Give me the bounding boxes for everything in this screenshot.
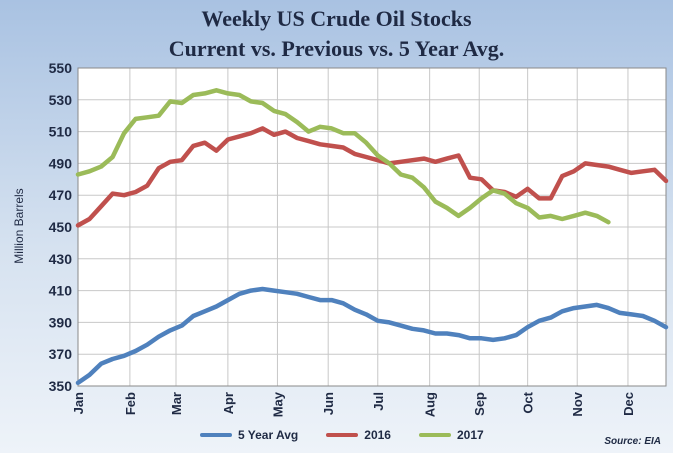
y-tick-label: 350 <box>49 378 73 394</box>
legend-item-2016: 2016 <box>326 428 391 442</box>
chart-title: Weekly US Crude Oil Stocks <box>201 6 472 31</box>
y-tick-label: 410 <box>49 283 73 299</box>
y-tick-label: 530 <box>49 92 73 108</box>
y-axis-label: Million Barrels <box>12 188 26 264</box>
y-tick-label: 490 <box>49 155 73 171</box>
x-tick-label: Oct <box>521 391 536 413</box>
series-layer <box>75 88 669 386</box>
series-line-five_year_avg <box>75 286 669 386</box>
x-tick-label: Jun <box>321 392 336 415</box>
x-tick-label: Dec <box>621 392 636 416</box>
x-tick-label: Nov <box>570 391 585 416</box>
y-tick-label: 550 <box>49 60 73 76</box>
legend-swatch-5yr <box>200 433 232 437</box>
x-tick-label: Aug <box>423 392 438 417</box>
x-tick-label: Jul <box>371 392 386 411</box>
legend-label-2016: 2016 <box>364 428 391 442</box>
y-tick-label: 390 <box>49 314 73 330</box>
legend-item-2017: 2017 <box>418 428 484 442</box>
x-tick-label: May <box>270 391 285 417</box>
axes: 350 370 390 410 430 450 470 490 510 530 550 Jan Feb M… <box>49 60 667 417</box>
y-tick-label: 510 <box>49 124 73 140</box>
legend-label-5yr: 5 Year Avg <box>238 428 299 442</box>
series-line-y2017 <box>75 88 611 225</box>
x-tick-label: Sep <box>472 392 487 416</box>
x-tick-label: Apr <box>221 392 236 414</box>
x-tick-label: Jan <box>71 392 86 414</box>
x-tick-label: Feb <box>123 392 138 415</box>
source-note: Source: EIA <box>604 436 661 447</box>
chart-subtitle: Current vs. Previous vs. 5 Year Avg. <box>168 36 505 61</box>
x-tick-label: Mar <box>169 392 184 415</box>
y-tick-label: 370 <box>49 346 73 362</box>
y-tick-label: 450 <box>49 219 73 235</box>
y-tick-label: 470 <box>49 187 73 203</box>
legend-swatch-2016 <box>326 433 359 437</box>
series-line-y2016 <box>75 126 669 228</box>
legend: 5 Year Avg 2016 2017 <box>200 428 484 442</box>
legend-swatch-2017 <box>418 433 451 437</box>
y-tick-label: 430 <box>49 251 73 267</box>
legend-label-2017: 2017 <box>456 428 484 442</box>
legend-item-5yr: 5 Year Avg <box>200 428 298 442</box>
